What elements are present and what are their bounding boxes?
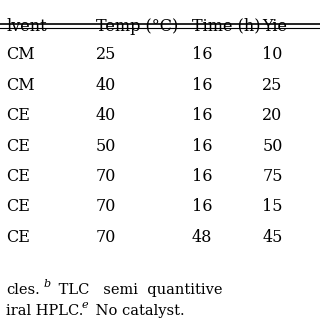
Text: 45: 45 xyxy=(262,229,283,246)
Text: No catalyst.: No catalyst. xyxy=(91,304,185,318)
Text: iral HPLC.: iral HPLC. xyxy=(6,304,84,318)
Text: CE: CE xyxy=(6,107,30,124)
Text: lvent: lvent xyxy=(6,18,47,35)
Text: CE: CE xyxy=(6,229,30,246)
Text: 16: 16 xyxy=(192,168,212,185)
Text: 50: 50 xyxy=(262,138,283,155)
Text: 15: 15 xyxy=(262,198,283,215)
Text: 70: 70 xyxy=(96,198,116,215)
Text: CE: CE xyxy=(6,198,30,215)
Text: 70: 70 xyxy=(96,229,116,246)
Text: 16: 16 xyxy=(192,46,212,63)
Text: CM: CM xyxy=(6,46,35,63)
Text: 75: 75 xyxy=(262,168,283,185)
Text: Yie: Yie xyxy=(262,18,287,35)
Text: 16: 16 xyxy=(192,138,212,155)
Text: TLC   semi  quantitive: TLC semi quantitive xyxy=(54,283,222,297)
Text: 40: 40 xyxy=(96,107,116,124)
Text: 70: 70 xyxy=(96,168,116,185)
Text: CM: CM xyxy=(6,77,35,94)
Text: 25: 25 xyxy=(96,46,116,63)
Text: 20: 20 xyxy=(262,107,283,124)
Text: CE: CE xyxy=(6,138,30,155)
Text: Time (h): Time (h) xyxy=(192,18,260,35)
Text: e: e xyxy=(82,300,88,310)
Text: 40: 40 xyxy=(96,77,116,94)
Text: 10: 10 xyxy=(262,46,283,63)
Text: 50: 50 xyxy=(96,138,116,155)
Text: CE: CE xyxy=(6,168,30,185)
Text: 16: 16 xyxy=(192,77,212,94)
Text: cles.: cles. xyxy=(6,283,40,297)
Text: 25: 25 xyxy=(262,77,283,94)
Text: b: b xyxy=(43,279,50,289)
Text: Temp (°C): Temp (°C) xyxy=(96,18,178,35)
Text: 48: 48 xyxy=(192,229,212,246)
Text: 16: 16 xyxy=(192,198,212,215)
Text: 16: 16 xyxy=(192,107,212,124)
